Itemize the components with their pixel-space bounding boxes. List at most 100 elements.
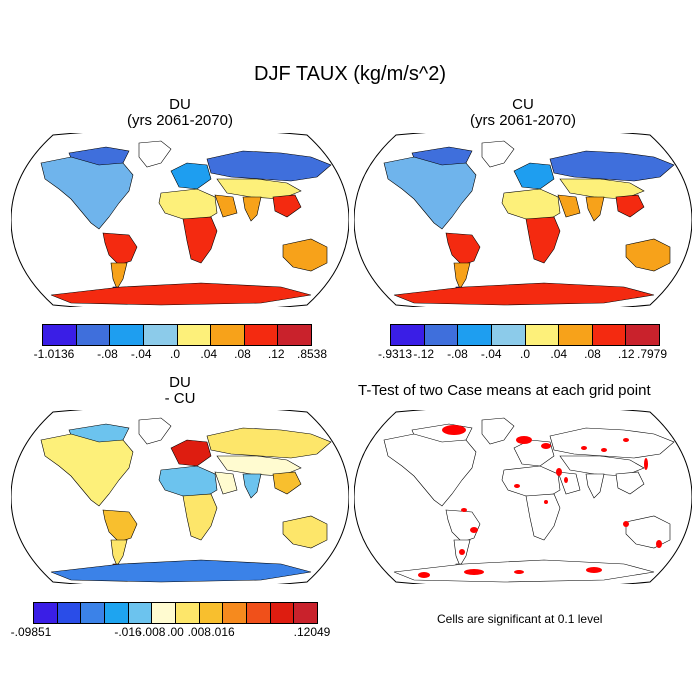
colorbar-swatch bbox=[424, 325, 459, 345]
land-greenland bbox=[481, 140, 515, 168]
colorbar-tick-label: .04 bbox=[200, 347, 218, 361]
colorbar-swatch bbox=[458, 325, 492, 345]
colorbar-tick-label: -.016 bbox=[114, 625, 142, 639]
figure-title: DJF TAUX (kg/m/s^2) bbox=[254, 63, 446, 85]
land-australia bbox=[282, 515, 328, 549]
colorbar-swatch bbox=[559, 325, 593, 345]
colorbar-tick-label: .7979 bbox=[636, 347, 668, 361]
land-se-asia bbox=[272, 471, 302, 495]
colorbar-swatch bbox=[491, 325, 526, 345]
map-frame bbox=[11, 133, 349, 307]
significant-cell bbox=[514, 570, 524, 574]
land-antarctica bbox=[393, 282, 655, 306]
colorbar-tick-label: -.12 bbox=[413, 347, 435, 361]
map-diff bbox=[11, 410, 349, 584]
significant-cell bbox=[623, 521, 629, 527]
panel-diff-title-line2: - CU bbox=[164, 390, 196, 407]
land-arabia bbox=[214, 471, 238, 495]
colorbar-swatch bbox=[143, 325, 178, 345]
significant-cell bbox=[544, 500, 548, 504]
significance-note: Cells are significant at 0.1 level bbox=[437, 612, 603, 626]
colorbar-swatch bbox=[278, 325, 311, 345]
colorbar-swatch bbox=[199, 603, 224, 623]
map-du bbox=[11, 133, 349, 307]
land-se-asia bbox=[615, 194, 645, 218]
land-australia bbox=[625, 238, 671, 272]
land-asia-n bbox=[206, 150, 332, 182]
land-antarctica bbox=[393, 559, 655, 583]
map-ttest bbox=[354, 410, 692, 584]
colorbar-tick-label: -.04 bbox=[480, 347, 502, 361]
land-antarctica bbox=[50, 282, 312, 306]
colorbar-swatch bbox=[81, 603, 106, 623]
colorbar-swatch bbox=[525, 325, 560, 345]
colorbar-swatch bbox=[128, 603, 153, 623]
colorbar-swatch bbox=[270, 603, 295, 623]
land-n-america bbox=[383, 156, 477, 230]
land-greenland bbox=[138, 417, 172, 445]
colorbar-cu bbox=[390, 324, 660, 346]
land-africa-s bbox=[525, 216, 561, 264]
land-india bbox=[585, 473, 605, 499]
colorbar-tick-label: .12 bbox=[267, 347, 285, 361]
land-africa-s bbox=[182, 216, 218, 264]
panel-du-title-line1: DU bbox=[169, 96, 191, 113]
land-asia-n bbox=[549, 150, 675, 182]
colorbar-tick-label: -.9313 bbox=[377, 347, 413, 361]
colorbar-swatch bbox=[34, 603, 58, 623]
significant-cell bbox=[470, 527, 478, 533]
significant-cell bbox=[581, 446, 587, 450]
significant-cell bbox=[516, 436, 532, 444]
land-n-america bbox=[383, 433, 477, 507]
land-s-america-s bbox=[110, 539, 128, 567]
map-frame bbox=[354, 410, 692, 584]
land-antarctica bbox=[50, 559, 312, 583]
land-greenland bbox=[138, 140, 172, 168]
land-asia-n bbox=[549, 427, 675, 459]
land-asia-s bbox=[559, 178, 645, 200]
land-s-america-s bbox=[110, 262, 128, 290]
land-arabia bbox=[557, 194, 581, 218]
land-greenland bbox=[481, 417, 515, 445]
significant-cell bbox=[601, 448, 607, 452]
map-frame bbox=[11, 410, 349, 584]
land-n-america bbox=[40, 156, 134, 230]
colorbar-swatch bbox=[57, 603, 82, 623]
colorbar-swatch bbox=[211, 325, 245, 345]
significant-cell bbox=[586, 567, 602, 573]
significant-cell bbox=[442, 425, 466, 435]
colorbar-swatch bbox=[176, 603, 200, 623]
panel-diff-title: DU - CU bbox=[80, 375, 280, 407]
colorbar-tick-label: .016 bbox=[211, 625, 235, 639]
land-se-asia bbox=[272, 194, 302, 218]
colorbar-du bbox=[42, 324, 312, 346]
colorbar-swatch bbox=[152, 603, 177, 623]
land-europe bbox=[513, 162, 555, 190]
land-india bbox=[242, 473, 262, 499]
land-europe bbox=[170, 439, 212, 467]
land-arabia bbox=[557, 471, 581, 495]
panel-diff-title-line1: DU bbox=[169, 374, 191, 391]
panel-du-title-line2: (yrs 2061-2070) bbox=[127, 112, 233, 129]
colorbar-swatch bbox=[177, 325, 212, 345]
panel-cu-title-line1: CU bbox=[512, 96, 534, 113]
land-asia-s bbox=[559, 455, 645, 477]
colorbar-diff-ticks: -.09851 -.016 -.008.00.008.016 .12049 bbox=[0, 625, 700, 641]
colorbar-tick-label: -1.0136 bbox=[33, 347, 75, 361]
colorbar-swatch bbox=[223, 603, 248, 623]
colorbar-swatch bbox=[105, 603, 129, 623]
colorbar-tick-label: .12049 bbox=[293, 625, 331, 639]
colorbar-du-ticks: -1.0136 -.08 -.04 .0 .04 .08 .12 .8538 bbox=[0, 347, 700, 363]
panel-cu-title-line2: (yrs 2061-2070) bbox=[470, 112, 576, 129]
map-frame bbox=[354, 133, 692, 307]
land-n-america bbox=[40, 433, 134, 507]
land-asia-s bbox=[216, 178, 302, 200]
colorbar-tick-label: .08 bbox=[584, 347, 601, 361]
land-africa-s bbox=[525, 493, 561, 541]
colorbar-swatch bbox=[43, 325, 77, 345]
colorbar-tick-label: .12 bbox=[617, 347, 635, 361]
significant-cell bbox=[418, 572, 430, 578]
panel-cu-title: CU (yrs 2061-2070) bbox=[423, 97, 623, 129]
colorbar-tick-label: -.09851 bbox=[10, 625, 52, 639]
significant-cell bbox=[556, 468, 562, 476]
